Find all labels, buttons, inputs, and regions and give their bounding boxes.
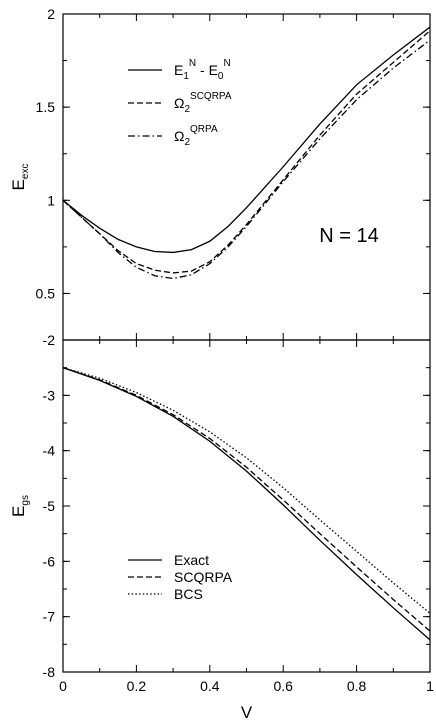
legend-text-main: Ω — [174, 95, 184, 111]
plot-frame — [62, 13, 431, 341]
y-tick-label: -8 — [43, 664, 56, 680]
y-tick-label: 1 — [47, 192, 55, 208]
x-tick-label: 0.6 — [273, 678, 293, 694]
x-tick-label: 0.2 — [127, 678, 147, 694]
x-axis-title: V — [241, 703, 253, 722]
legend-subscript: 1 — [183, 71, 189, 82]
legend-superscript: N — [189, 58, 196, 69]
legend-entry: Exact — [174, 552, 209, 568]
legend-text-main: SCQRPA — [174, 569, 233, 585]
gs-energy-panel: 0 0.2 0.4 0.6 0.8 1 -8 -7 -6 -5 -4 -3 -2 Egs ExactSCQR… — [9, 332, 434, 722]
series-line-scqrpa — [63, 367, 430, 632]
plot-frame — [62, 339, 431, 673]
y-axis-title-main: E — [9, 179, 28, 190]
x-tick-label: 0.8 — [347, 678, 367, 694]
legend-superscript: SCQRPA — [190, 91, 232, 102]
legend-text-main: E — [174, 62, 183, 78]
y-tick-label: -2 — [43, 332, 56, 348]
y-axis-title: Egs — [9, 495, 31, 517]
y-axis-title-sub: exc — [20, 164, 31, 180]
legend-superscript: N — [223, 58, 230, 69]
y-tick-label: -4 — [43, 443, 56, 459]
legend-entry: BCS — [174, 586, 203, 602]
y-tick-label: -3 — [43, 387, 56, 403]
series-line-e1n-e0n — [63, 26, 430, 254]
y-tick-label: 2 — [47, 6, 55, 22]
legend-entry: E1N - E0N — [174, 58, 231, 82]
legend-text-main: Exact — [174, 552, 209, 568]
legend-text-main: Ω — [174, 128, 184, 144]
series-line--2-scqrpa — [63, 30, 430, 274]
x-tick-label: 1 — [426, 678, 434, 694]
n-annotation: N = 14 — [319, 225, 378, 247]
y-tick-label: 1.5 — [36, 99, 56, 115]
legend-superscript: QRPA — [190, 124, 218, 135]
series-line--2-qrpa — [63, 39, 430, 280]
legend-entry: Ω2SCQRPA — [174, 91, 232, 115]
series-line-exact — [63, 367, 430, 641]
y-tick-label: 0.5 — [36, 285, 56, 301]
y-tick-label: -6 — [43, 553, 56, 569]
y-axis-title-sub: gs — [20, 495, 31, 506]
x-tick-label: 0 — [59, 678, 67, 694]
legend-text-main: BCS — [174, 586, 203, 602]
y-axis-title: Eexc — [9, 164, 31, 191]
y-axis-title-main: E — [9, 506, 28, 517]
y-tick-label: -7 — [43, 609, 56, 625]
x-tick-label: 0.4 — [200, 678, 220, 694]
series-line-bcs — [63, 367, 430, 614]
y-tick-label: -5 — [43, 498, 56, 514]
legend-entry: SCQRPA — [174, 569, 233, 585]
legend-entry: Ω2QRPA — [174, 124, 218, 148]
legend-subscript: 2 — [184, 137, 190, 148]
legend-subscript: 2 — [184, 104, 190, 115]
legend-text-mid: - E — [196, 62, 218, 78]
legend-subscript: 0 — [218, 71, 224, 82]
